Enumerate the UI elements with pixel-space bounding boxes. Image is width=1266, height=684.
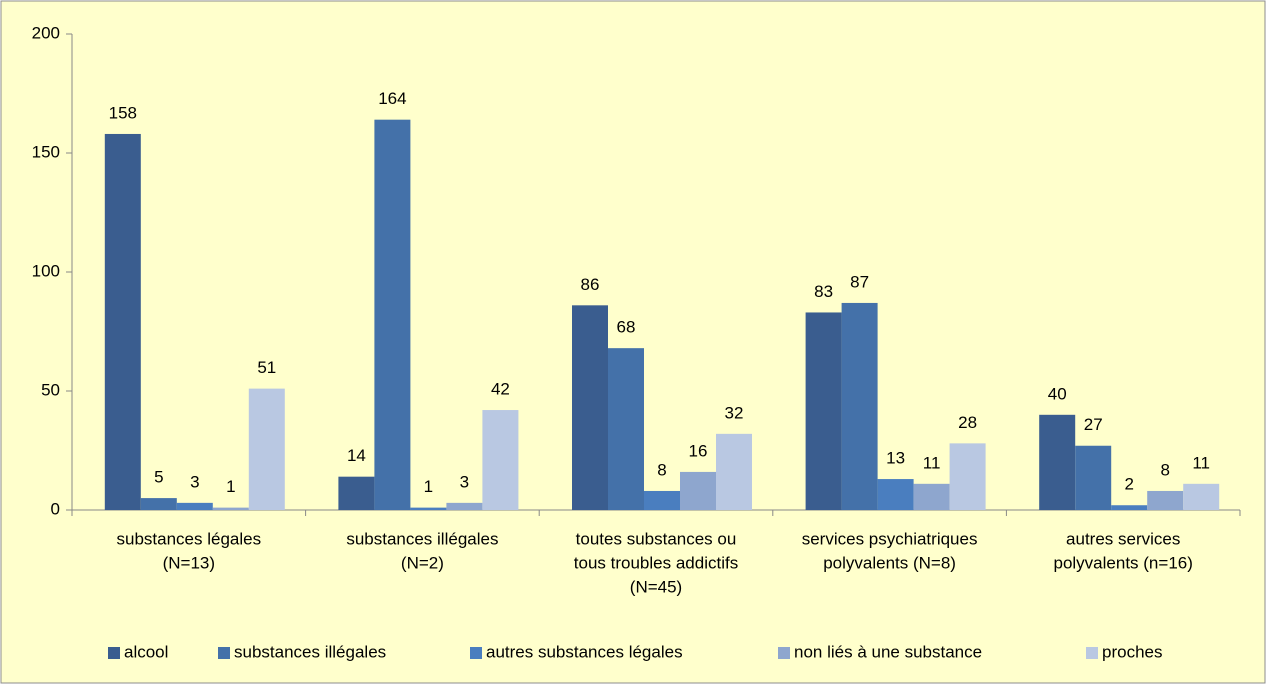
x-tick-label: toutes substances ou bbox=[576, 529, 737, 548]
y-tick-label: 200 bbox=[32, 23, 60, 42]
x-tick-label: substances légales bbox=[117, 529, 262, 548]
data-label: 16 bbox=[689, 441, 708, 460]
bar bbox=[913, 483, 950, 510]
bar bbox=[446, 502, 483, 510]
bar bbox=[949, 443, 986, 510]
data-label: 11 bbox=[1192, 453, 1210, 472]
legend-label: proches bbox=[1102, 642, 1162, 661]
data-label: 27 bbox=[1084, 415, 1103, 434]
x-tick-label: polyvalents (N=8) bbox=[823, 553, 956, 572]
y-tick-label: 50 bbox=[41, 380, 60, 399]
data-label: 42 bbox=[491, 380, 510, 399]
data-label: 164 bbox=[378, 89, 406, 108]
legend-label: alcool bbox=[124, 642, 168, 661]
x-tick-label: substances illégales bbox=[346, 529, 498, 548]
x-tick-label: (N=2) bbox=[401, 553, 444, 572]
bar bbox=[841, 302, 878, 510]
legend-swatch bbox=[218, 647, 230, 659]
bar bbox=[374, 119, 411, 511]
data-label: 3 bbox=[460, 472, 469, 491]
bar bbox=[140, 498, 177, 510]
data-label: 11 bbox=[923, 453, 941, 472]
data-label: 13 bbox=[886, 449, 905, 468]
bar bbox=[1147, 490, 1184, 510]
bar bbox=[1111, 505, 1148, 510]
data-label: 68 bbox=[617, 318, 636, 337]
data-label: 14 bbox=[347, 446, 366, 465]
data-label: 3 bbox=[190, 472, 199, 491]
data-label: 83 bbox=[814, 282, 833, 301]
data-label: 87 bbox=[850, 272, 869, 291]
legend-swatch bbox=[108, 647, 120, 659]
legend-label: substances illégales bbox=[234, 642, 386, 661]
bar bbox=[410, 507, 447, 510]
bar bbox=[1039, 414, 1076, 510]
x-tick-label: (N=13) bbox=[163, 553, 215, 572]
y-tick-label: 150 bbox=[32, 142, 60, 161]
data-label: 5 bbox=[154, 468, 163, 487]
legend-swatch bbox=[778, 647, 790, 659]
x-tick-label: services psychiatriques bbox=[802, 529, 978, 548]
bar bbox=[248, 388, 285, 510]
bar bbox=[572, 305, 608, 510]
bar bbox=[176, 502, 213, 510]
data-label: 86 bbox=[581, 275, 600, 294]
legend-swatch bbox=[1086, 647, 1098, 659]
data-label: 32 bbox=[725, 403, 744, 422]
x-tick-label: polyvalents (n=16) bbox=[1054, 553, 1193, 572]
bar bbox=[1183, 483, 1220, 510]
bar bbox=[482, 410, 519, 510]
legend-label: autres substances légales bbox=[486, 642, 683, 661]
y-tick-label: 0 bbox=[51, 499, 60, 518]
data-label: 158 bbox=[109, 103, 137, 122]
bar bbox=[680, 471, 716, 510]
data-label: 28 bbox=[958, 413, 977, 432]
bar bbox=[338, 476, 375, 510]
bar bbox=[1075, 445, 1112, 510]
bar bbox=[877, 479, 914, 510]
legend-label: non liés à une substance bbox=[794, 642, 982, 661]
bar bbox=[608, 348, 644, 510]
data-label: 40 bbox=[1048, 384, 1067, 403]
bar bbox=[805, 312, 842, 510]
legend-swatch bbox=[470, 647, 482, 659]
data-label: 2 bbox=[1124, 475, 1133, 494]
data-label: 8 bbox=[1160, 460, 1169, 479]
data-label: 1 bbox=[226, 477, 235, 496]
data-label: 8 bbox=[657, 460, 666, 479]
x-tick-label: autres services bbox=[1066, 529, 1180, 548]
x-tick-label: tous troubles addictifs bbox=[574, 553, 738, 572]
data-label: 1 bbox=[424, 477, 433, 496]
bar bbox=[644, 490, 680, 510]
x-tick-label: (N=45) bbox=[630, 577, 682, 596]
bar bbox=[104, 133, 141, 510]
data-label: 51 bbox=[257, 358, 276, 377]
y-tick-label: 100 bbox=[32, 261, 60, 280]
bar bbox=[212, 507, 249, 510]
bar bbox=[716, 433, 752, 510]
